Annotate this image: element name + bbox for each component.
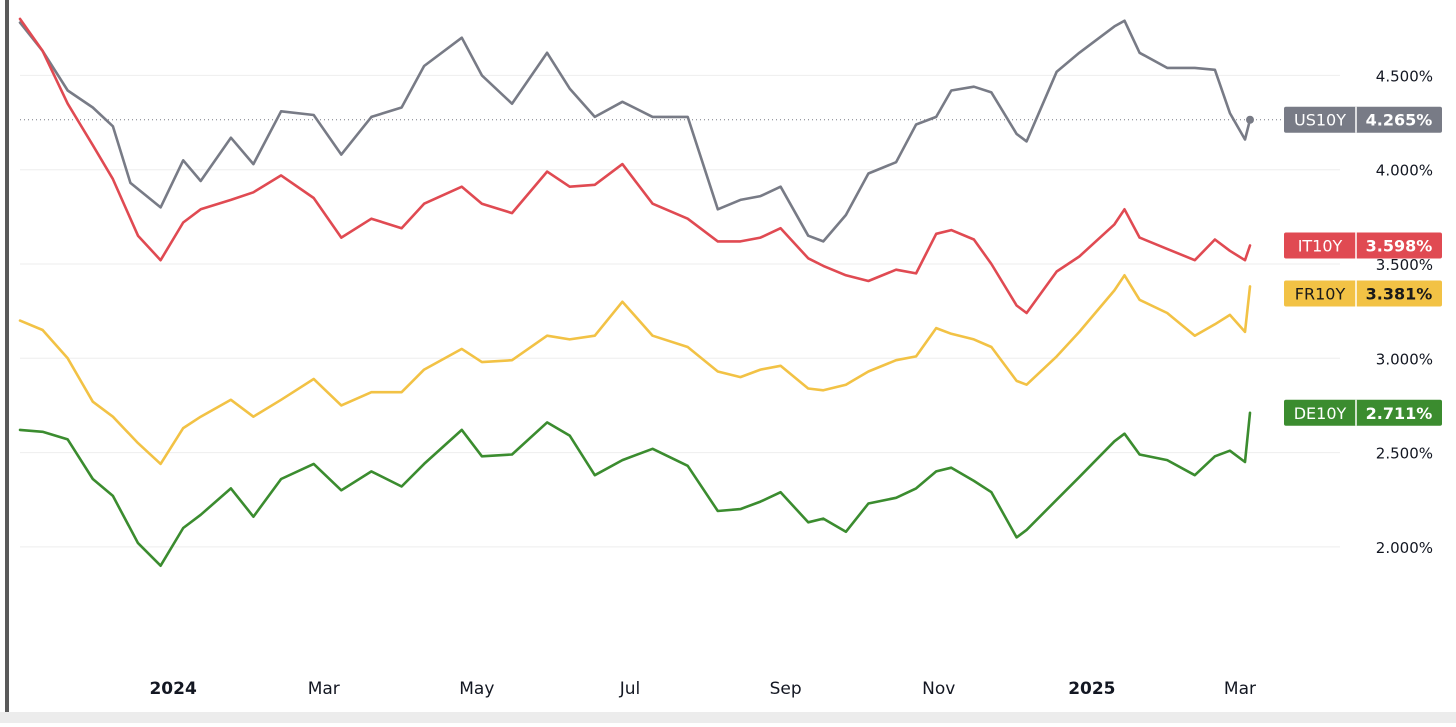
last-value-labels: US10Y 4.265% IT10Y 3.598% FR10Y 3.381% DE10Y 2.… — [1284, 106, 1442, 426]
series-name-label: IT10Y — [1298, 237, 1343, 256]
series-line-de10y — [18, 411, 1252, 567]
y-tick-label: 3.000% — [1376, 350, 1433, 368]
x-tick-label: Mar — [308, 679, 340, 699]
left-frame-edge — [5, 0, 9, 723]
x-tick-label: 2025 — [1068, 679, 1115, 699]
label-box — [1284, 280, 1442, 307]
x-tick-label: Sep — [770, 679, 802, 699]
label-box — [1284, 232, 1442, 259]
series-value-label: 3.598% — [1366, 237, 1433, 256]
y-tick-label: 4.500% — [1376, 67, 1433, 85]
y-axis: 4.500% 4.000% 3.500% 3.000% 2.500% 2.000% — [1376, 67, 1433, 556]
last-value-label-it10y: IT10Y 3.598% — [1284, 232, 1442, 259]
x-axis: 2024 Mar May Jul Sep Nov 2025 Mar — [149, 679, 1256, 699]
series-value-label: 2.711% — [1366, 404, 1433, 423]
bottom-frame-edge — [0, 712, 1456, 723]
series-layer — [18, 17, 1254, 567]
label-box — [1284, 399, 1442, 426]
y-tick-label: 4.000% — [1376, 162, 1433, 180]
x-tick-label: Nov — [922, 679, 955, 699]
x-tick-label: Mar — [1224, 679, 1256, 699]
label-box — [1284, 106, 1442, 133]
x-tick-label: May — [459, 679, 494, 699]
series-value-label: 3.381% — [1366, 285, 1433, 304]
x-tick-label: 2024 — [149, 679, 196, 699]
y-tick-label: 3.500% — [1376, 256, 1433, 274]
last-point-marker — [1246, 115, 1254, 124]
series-name-label: FR10Y — [1295, 285, 1346, 304]
y-tick-label: 2.500% — [1376, 445, 1433, 463]
last-value-label-fr10y: FR10Y 3.381% — [1284, 280, 1442, 307]
last-value-label-de10y: DE10Y 2.711% — [1284, 399, 1442, 426]
y-tick-label: 2.000% — [1376, 539, 1433, 557]
series-name-label: DE10Y — [1294, 404, 1347, 423]
series-line-fr10y — [18, 274, 1252, 466]
series-line-us10y — [18, 19, 1252, 243]
grid-layer — [20, 74, 1340, 548]
series-name-label: US10Y — [1294, 111, 1346, 130]
series-value-label: 4.265% — [1366, 111, 1433, 130]
last-value-label-us10y: US10Y 4.265% — [1284, 106, 1442, 133]
series-line-it10y — [18, 17, 1252, 315]
x-tick-label: Jul — [619, 679, 641, 699]
